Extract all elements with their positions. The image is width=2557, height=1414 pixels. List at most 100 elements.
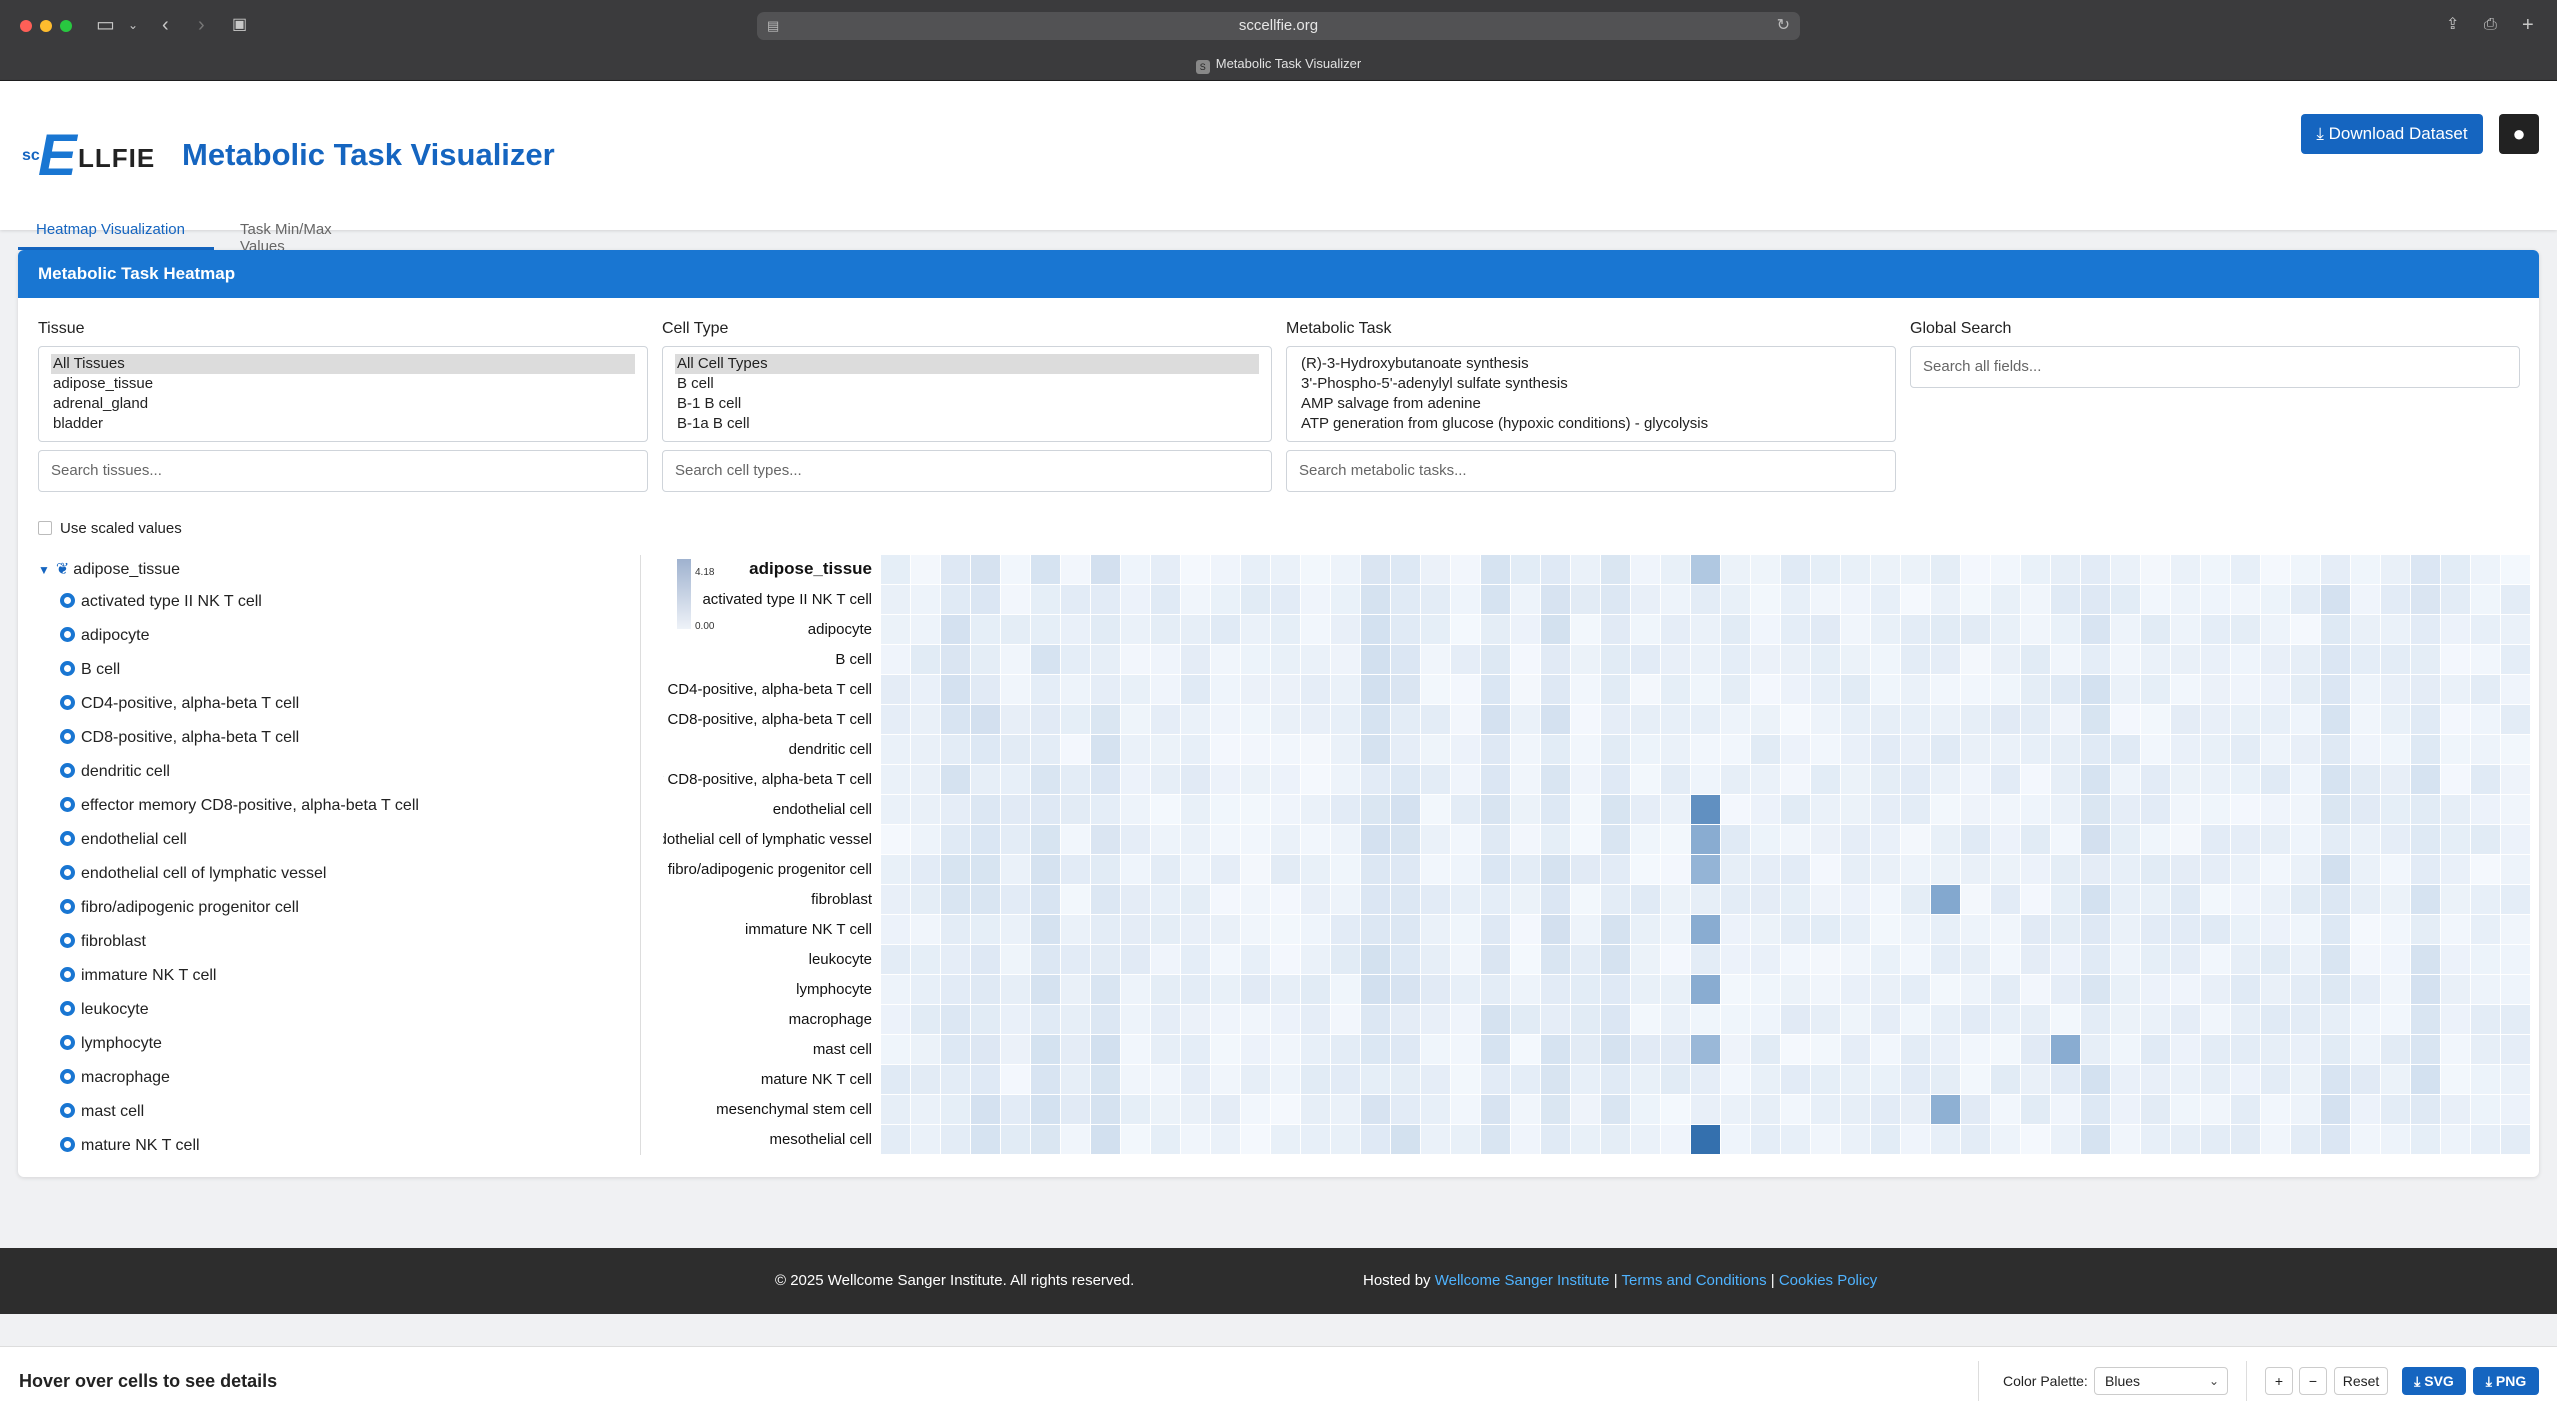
heatmap-cell[interactable] [2021,855,2050,884]
heatmap-cell[interactable] [1121,765,1150,794]
heatmap-cell[interactable] [1451,915,1480,944]
heatmap-cell[interactable] [1121,795,1150,824]
heatmap-cell[interactable] [1961,615,1990,644]
heatmap-cell[interactable] [1181,735,1210,764]
heatmap-cell[interactable] [1781,915,1810,944]
heatmap-cell[interactable] [1901,1095,1930,1124]
heatmap-cell[interactable] [1361,1125,1390,1154]
heatmap-cell[interactable] [1841,975,1870,1004]
heatmap-cell[interactable] [2501,585,2530,614]
heatmap-cell[interactable] [1721,825,1750,854]
heatmap-cell[interactable] [2111,705,2140,734]
heatmap-cell[interactable] [2351,675,2380,704]
heatmap-cell[interactable] [1601,645,1630,674]
heatmap-cell[interactable] [1091,1125,1120,1154]
heatmap-cell[interactable] [2231,705,2260,734]
heatmap-cell[interactable] [1631,555,1660,584]
heatmap-cell[interactable] [1901,555,1930,584]
heatmap-cell[interactable] [1841,1125,1870,1154]
heatmap-cell[interactable] [2411,675,2440,704]
heatmap-cell[interactable] [1691,555,1720,584]
heatmap-cell[interactable] [2141,615,2170,644]
heatmap-cell[interactable] [911,765,940,794]
heatmap-cell[interactable] [1931,1095,1960,1124]
heatmap-cell[interactable] [1841,735,1870,764]
heatmap-cell[interactable] [1451,555,1480,584]
heatmap-cell[interactable] [1301,1035,1330,1064]
heatmap-cell[interactable] [1331,765,1360,794]
color-palette-select[interactable]: Blues ⌄ [2094,1367,2228,1395]
heatmap-cell[interactable] [1301,1005,1330,1034]
heatmap-cell[interactable] [1931,555,1960,584]
heatmap-cell[interactable] [1091,765,1120,794]
heatmap-cell[interactable] [2351,795,2380,824]
heatmap-cell[interactable] [2021,1005,2050,1034]
heatmap-cell[interactable] [1361,675,1390,704]
heatmap-cell[interactable] [2021,735,2050,764]
heatmap-cell[interactable] [1061,1125,1090,1154]
heatmap-cell[interactable] [1781,675,1810,704]
heatmap-cell[interactable] [1091,585,1120,614]
heatmap-cell[interactable] [1451,855,1480,884]
heatmap-cell[interactable] [2501,885,2530,914]
heatmap-cell[interactable] [2411,915,2440,944]
address-bar[interactable]: ▤ sccellfie.org ↻ [757,12,1800,40]
heatmap-cell[interactable] [2171,615,2200,644]
tab-overview-icon[interactable]: ▣ [232,16,248,33]
heatmap-cell[interactable] [1631,735,1660,764]
heatmap-cell[interactable] [2201,675,2230,704]
heatmap-cell[interactable] [971,555,1000,584]
heatmap-cell[interactable] [1721,975,1750,1004]
heatmap-cell[interactable] [2231,645,2260,674]
heatmap-cell[interactable] [941,1125,970,1154]
heatmap-cell[interactable] [2261,615,2290,644]
heatmap-cell[interactable] [1481,945,1510,974]
heatmap-cell[interactable] [1421,615,1450,644]
heatmap-cell[interactable] [2501,1005,2530,1034]
heatmap-cell[interactable] [1811,1005,1840,1034]
tissue-listbox[interactable]: All Tissues adipose_tissue adrenal_gland… [38,346,648,442]
heatmap-cell[interactable] [1781,735,1810,764]
heatmap-cell[interactable] [2141,1005,2170,1034]
heatmap-cell[interactable] [1271,585,1300,614]
heatmap-cell[interactable] [1061,1005,1090,1034]
heatmap-cell[interactable] [1991,555,2020,584]
heatmap-cell[interactable] [2231,975,2260,1004]
heatmap-cell[interactable] [2411,1125,2440,1154]
heatmap-cell[interactable] [1121,585,1150,614]
heatmap-cell[interactable] [2171,915,2200,944]
heatmap-cell[interactable] [1481,585,1510,614]
heatmap-cell[interactable] [1271,1035,1300,1064]
heatmap-cell[interactable] [1661,1035,1690,1064]
heatmap-cell[interactable] [1121,1125,1150,1154]
heatmap-cell[interactable] [1991,705,2020,734]
heatmap-cell[interactable] [2171,1095,2200,1124]
heatmap-cell[interactable] [881,645,910,674]
heatmap-cell[interactable] [2141,885,2170,914]
heatmap-cell[interactable] [1961,735,1990,764]
heatmap-cell[interactable] [2081,1065,2110,1094]
heatmap-cell[interactable] [2171,1005,2200,1034]
heatmap-cell[interactable] [1871,795,1900,824]
heatmap-cell[interactable] [1061,795,1090,824]
heatmap-cell[interactable] [1451,1005,1480,1034]
tree-item[interactable]: activated type II NK T cell [38,585,638,619]
print-icon[interactable]: ⎙ [2484,16,2497,33]
heatmap-cell[interactable] [2351,1125,2380,1154]
heatmap-cell[interactable] [2381,615,2410,644]
heatmap-cell[interactable] [1031,825,1060,854]
heatmap-cell[interactable] [1961,705,1990,734]
heatmap-cell[interactable] [1571,1095,1600,1124]
heatmap-cell[interactable] [1421,1125,1450,1154]
heatmap-cell[interactable] [1991,915,2020,944]
metabolic-task-option[interactable]: AMP salvage from adenine [1301,395,1481,412]
heatmap-cell[interactable] [1871,1095,1900,1124]
heatmap-cell[interactable] [2471,675,2500,704]
heatmap-cell[interactable] [1091,825,1120,854]
heatmap-cell[interactable] [1811,1125,1840,1154]
heatmap-cell[interactable] [911,1095,940,1124]
heatmap-cell[interactable] [2081,765,2110,794]
heatmap-cell[interactable] [2381,885,2410,914]
heatmap-cell[interactable] [1181,915,1210,944]
heatmap-cell[interactable] [2261,885,2290,914]
